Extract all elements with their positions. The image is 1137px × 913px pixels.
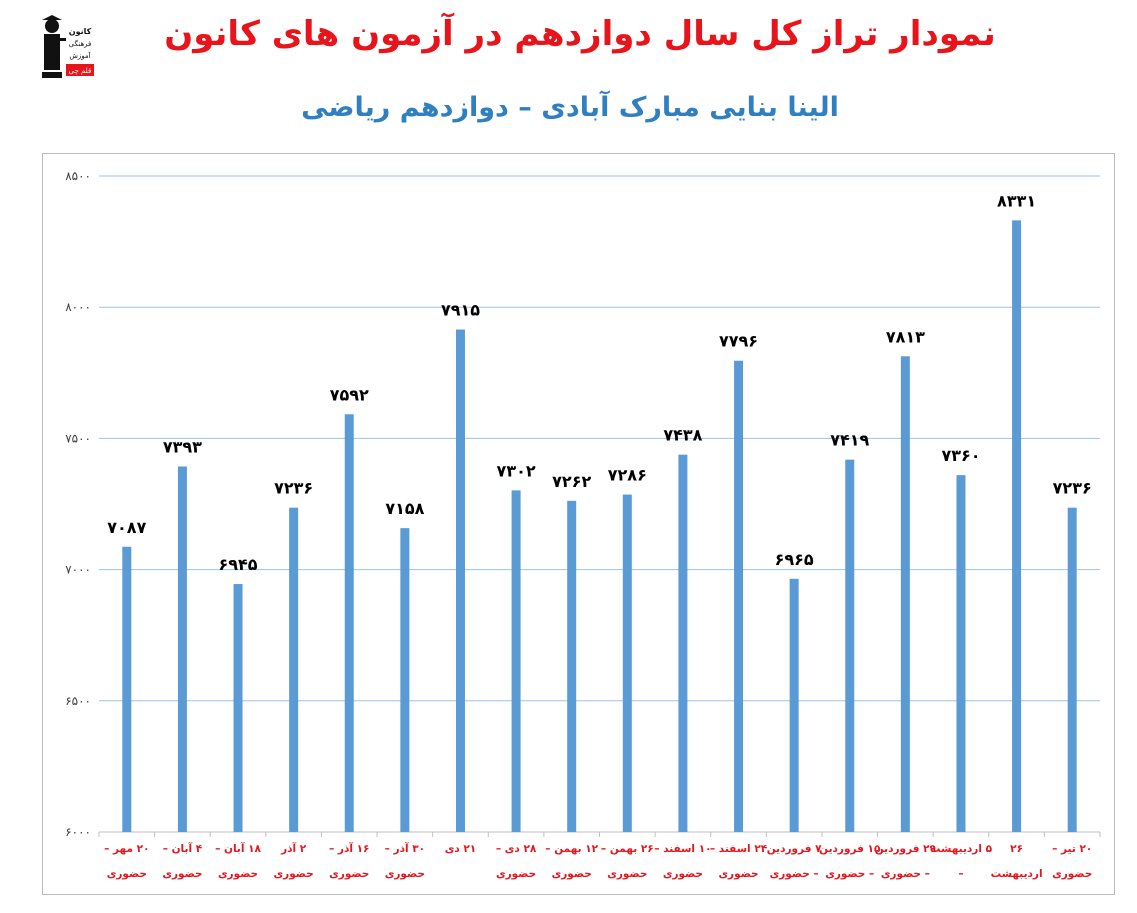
category-label: ۱۲ بهمن – [545, 843, 598, 855]
bar-chart: ۶۰۰۰ ۶۵۰۰ ۷۰۰۰ ۷۵۰۰ ۸۰۰۰ ۸۵۰۰ ۷۰۸۷ ۲۰ مهر – حضور… [65, 169, 1101, 880]
category-label: ۲۹ فروردین [875, 843, 937, 855]
category-label-line2: حضوری [385, 868, 425, 880]
bar [678, 454, 688, 832]
logo-line-4: قلم چی [69, 67, 92, 75]
data-label: ۷۳۶۰ [941, 446, 980, 465]
bar [734, 360, 744, 832]
category-label: ۱۸ آبان – [215, 842, 261, 855]
category-label-line2: حضوری [552, 868, 592, 880]
bar [956, 475, 966, 832]
bar [455, 329, 465, 832]
category-label-line2: حضوری [274, 868, 314, 880]
data-label: ۷۲۳۶ [1053, 479, 1092, 498]
data-label: ۷۴۱۹ [830, 431, 869, 450]
data-label: ۷۷۹۶ [719, 332, 758, 351]
category-label-line2: حضوری [1052, 868, 1092, 880]
bar [622, 494, 632, 832]
y-tick-label: ۷۵۰۰ [65, 431, 91, 445]
logo-line-2: فرهنگی [69, 39, 92, 48]
category-label: ۲۶ [1010, 843, 1023, 855]
bar [122, 546, 132, 832]
category-label: ۲۱ دی [445, 843, 477, 855]
category-label-line2: – حضوری [881, 868, 930, 880]
category-label: ۲۰ تیر – [1052, 843, 1092, 855]
bar [289, 507, 299, 832]
category-label-line2: – حضوری [770, 868, 819, 880]
bar [845, 459, 855, 832]
category-label: ۱۰ اسفند – [654, 843, 711, 855]
bar [344, 414, 354, 832]
chart-subtitle: الینا بنایی مبارک آبادی – دوازدهم ریاضی [301, 92, 839, 123]
data-label: ۷۳۰۲ [497, 461, 536, 480]
data-label: ۸۳۳۱ [997, 191, 1036, 210]
data-label: ۷۱۵۸ [385, 499, 424, 518]
category-label-line2: حضوری [718, 868, 758, 880]
y-tick-label: ۶۵۰۰ [65, 694, 91, 708]
data-label: ۷۹۱۵ [441, 301, 480, 320]
category-label-line2: حضوری [329, 868, 369, 880]
category-label-line2: حضوری [663, 868, 703, 880]
data-label: ۷۲۳۶ [274, 479, 313, 498]
category-label: ۲۶ بهمن – [601, 843, 654, 855]
data-label: ۷۵۹۲ [330, 385, 369, 404]
kanoon-logo: کانون فرهنگی آموزش قلم چی [38, 14, 96, 82]
category-label-line2: – [958, 868, 963, 880]
y-tick-label: ۸۵۰۰ [65, 169, 91, 183]
bar [900, 356, 910, 832]
y-tick-label: ۶۰۰۰ [65, 825, 91, 839]
y-tick-label: ۷۰۰۰ [65, 563, 91, 577]
category-label: ۷ فروردین [767, 843, 822, 855]
bar [511, 490, 521, 832]
category-label: ۲۴ اسفند – [710, 843, 768, 855]
category-label-line2: اردیبهشت [991, 868, 1043, 880]
category-label-line2: – حضوری [825, 868, 874, 880]
chart-title: نمودار تراز کل سال دوازدهم در آزمون های … [164, 14, 996, 54]
data-label: ۷۳۹۳ [163, 437, 202, 456]
logo-line-1: کانون [69, 27, 92, 36]
category-label: ۱۵ فروردین [819, 843, 881, 855]
y-tick-label: ۸۰۰۰ [65, 300, 91, 314]
category-label: ۱۶ آذر – [329, 842, 369, 855]
category-label: ۳۰ آذر – [385, 842, 425, 855]
logo-line-3: آموزش [69, 51, 91, 60]
category-label-line2: حضوری [496, 868, 536, 880]
category-label-line2: حضوری [607, 868, 647, 880]
category-label-line2: حضوری [218, 868, 258, 880]
chart-area: ۶۰۰۰ ۶۵۰۰ ۷۰۰۰ ۷۵۰۰ ۸۰۰۰ ۸۵۰۰ ۷۰۸۷ ۲۰ مهر – حضور… [42, 153, 1115, 895]
category-label-line2: حضوری [162, 868, 202, 880]
data-label: ۶۹۶۵ [775, 550, 814, 569]
data-label: ۶۹۴۵ [218, 555, 257, 574]
data-label: ۷۰۸۷ [107, 518, 146, 537]
category-label: ۴ آبان – [163, 842, 203, 855]
data-label: ۷۲۸۶ [608, 466, 647, 485]
category-label: ۲ آذر [280, 842, 307, 855]
bar [177, 466, 187, 832]
data-label: ۷۲۶۲ [552, 472, 591, 491]
bar [1012, 220, 1022, 833]
category-label: ۲۰ مهر – [104, 843, 149, 855]
bar [567, 500, 577, 832]
bar [233, 584, 243, 832]
data-label: ۷۸۱۳ [886, 327, 925, 346]
bar [789, 578, 799, 832]
category-label: ۵ اردیبهشت [930, 843, 993, 855]
bar [1067, 507, 1077, 832]
data-label: ۷۴۳۸ [663, 426, 702, 445]
category-label-line2: حضوری [107, 868, 147, 880]
bar [400, 528, 410, 832]
category-label: ۲۸ دی – [496, 843, 537, 855]
